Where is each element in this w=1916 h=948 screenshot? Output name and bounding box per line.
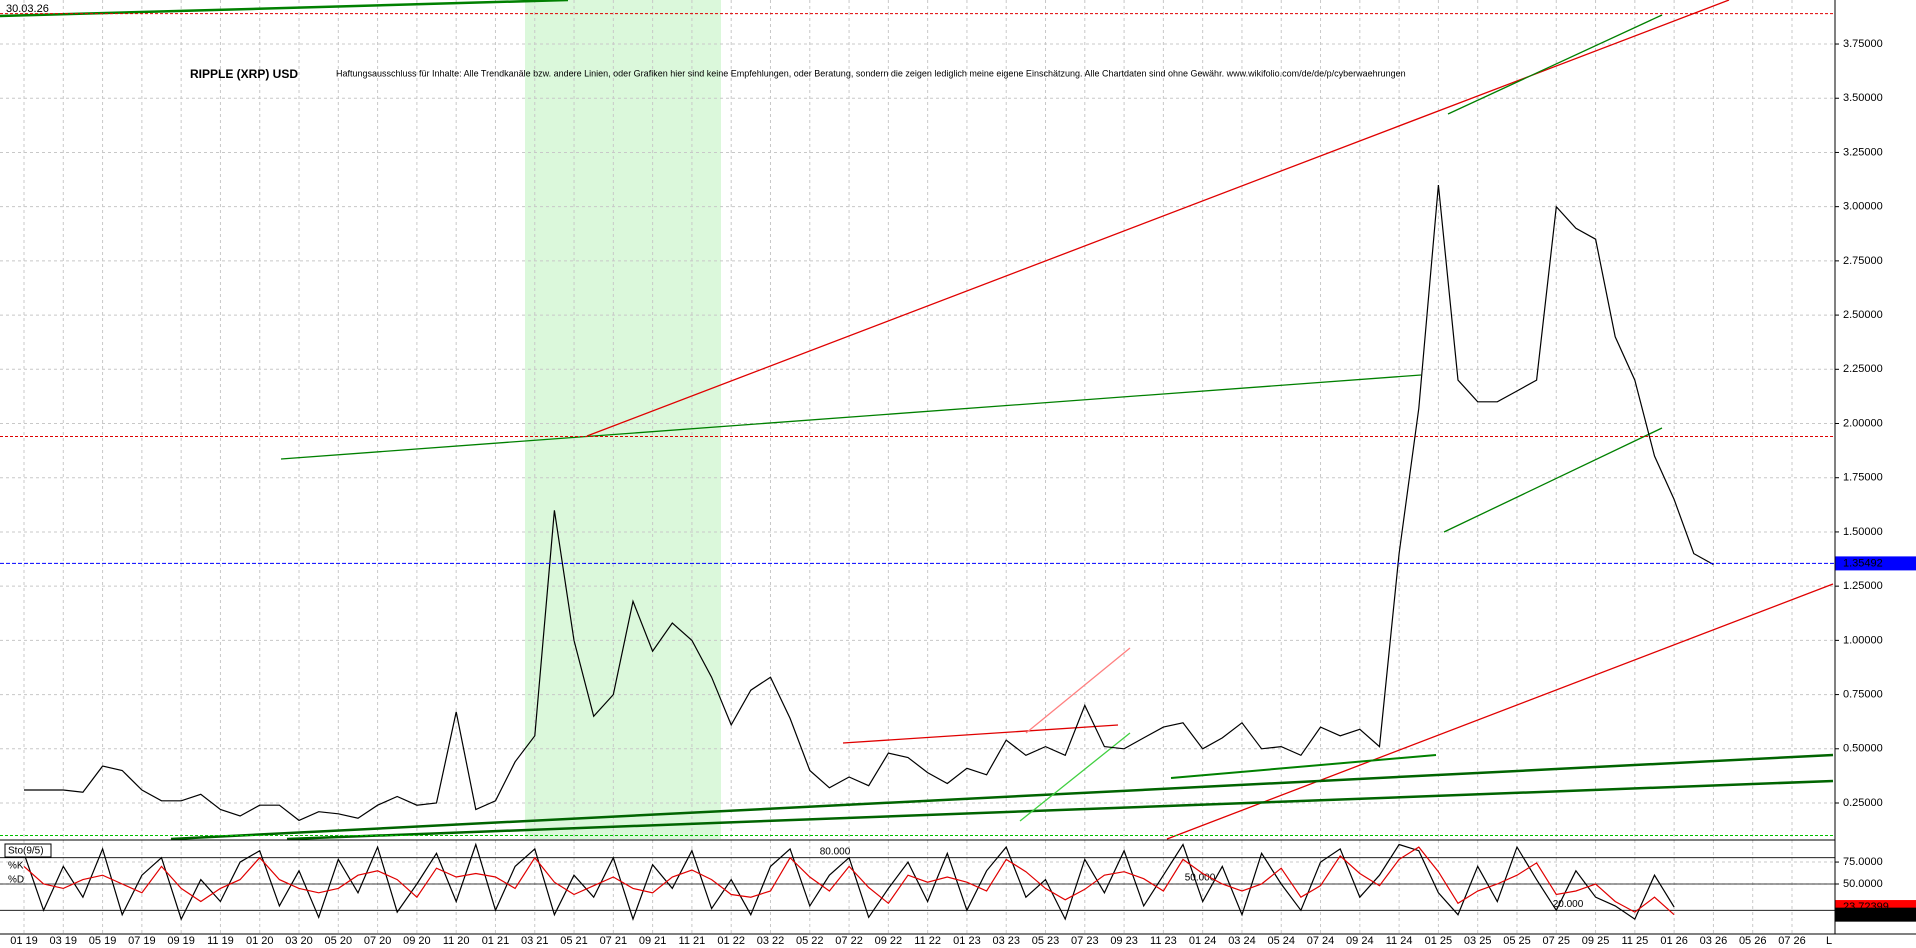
y-tick-label: 3.25000 [1843, 146, 1883, 158]
x-tick-label: 01 20 [246, 935, 274, 947]
x-tick-label: 09 24 [1346, 935, 1374, 947]
x-tick-label: 03 22 [757, 935, 785, 947]
trendline [170, 753, 1834, 841]
y-tick-label: 0.50000 [1843, 743, 1883, 755]
x-tick-label: 09 19 [167, 935, 195, 947]
indicator-box [4, 843, 52, 858]
grid [0, 0, 1835, 934]
y-tick-label: 2.00000 [1843, 417, 1883, 429]
y-tick-label: 1.75000 [1843, 472, 1883, 484]
trendline [1447, 14, 1663, 115]
x-tick-label: 03 19 [50, 935, 78, 947]
x-tick-label: 11 22 [914, 935, 941, 947]
x-tick-label: 05 26 [1739, 935, 1767, 947]
x-tick-label: 09 23 [1110, 935, 1138, 947]
x-tick-label: 01 25 [1425, 935, 1453, 947]
y-tick-label: 1.50000 [1843, 526, 1883, 538]
legend-label: %D [8, 875, 24, 886]
x-tick-label: 11 24 [1386, 935, 1413, 947]
x-tick-label: 03 24 [1228, 935, 1256, 947]
y-tick-label: 1.00000 [1843, 634, 1883, 646]
trendline [586, 0, 1730, 437]
x-tick-label: 03 21 [521, 935, 549, 947]
x-tick-label: 01 23 [953, 935, 981, 947]
x-tick-label: 03 25 [1464, 935, 1492, 947]
x-tick-label: 01 24 [1189, 935, 1217, 947]
x-tick-label: 01 19 [10, 935, 38, 947]
series-line [23, 842, 1675, 921]
x-tick-label: 03 26 [1700, 935, 1728, 947]
trendline [1166, 583, 1834, 840]
y-tick-label: 0.25000 [1843, 797, 1883, 809]
y-tick-label: 2.50000 [1843, 309, 1883, 321]
x-tick-label: 05 24 [1267, 935, 1295, 947]
x-tick-label: 11 21 [679, 935, 706, 947]
x-tick-label: 05 19 [89, 935, 117, 947]
last-price-tag [1835, 556, 1916, 571]
chart-title: RIPPLE (XRP) USD [190, 67, 298, 81]
y-tick-label: 2.75000 [1843, 255, 1883, 267]
x-tick-label: 09 25 [1582, 935, 1610, 947]
x-tick-label: 07 25 [1543, 935, 1571, 947]
trendline [1443, 427, 1663, 533]
y-tick-label: 3.00000 [1843, 201, 1883, 213]
x-tick-label: 05 22 [796, 935, 824, 947]
trendline [1170, 754, 1437, 779]
plot: 01 19 03 19 05 19 07 19 09 19 11 19 01 20 03 20… [0, 13, 1916, 947]
x-tick-label: 11 25 [1621, 935, 1648, 947]
x-tick-label: 05 25 [1503, 935, 1531, 947]
x-tick-label: 11 23 [1150, 935, 1177, 947]
x-tick-label: 09 20 [403, 935, 431, 947]
y-tick-label: 1.25000 [1843, 580, 1883, 592]
y-tick-label: 50.0000 [1843, 878, 1883, 890]
series-line [24, 184, 1714, 822]
trendline [280, 374, 1422, 460]
x-tick-label: 01 21 [482, 935, 510, 947]
x-tick-label: 11 19 [207, 935, 234, 947]
level-label: 20.000 [1553, 899, 1584, 910]
trendline [286, 779, 1834, 841]
trendline [1025, 647, 1131, 734]
level-label: 80.000 [820, 846, 851, 857]
trendlines [0, 0, 1834, 841]
x-tick-label: 07 21 [600, 935, 628, 947]
y-tick-label: 3.75000 [1843, 38, 1883, 50]
highlight-zone [525, 0, 721, 839]
x-tick-label: 07 19 [128, 935, 156, 947]
x-tick-label: 05 20 [325, 935, 353, 947]
disclaimer: Haftungsausschluss für Inhalte: Alle Tre… [336, 68, 1406, 78]
y-tick-label: 3.50000 [1843, 92, 1883, 104]
x-tick-label: 09 21 [639, 935, 667, 947]
x-tick-label: 03 23 [992, 935, 1020, 947]
indicator-title: Sto(9/5) [8, 846, 44, 857]
trendline [842, 724, 1119, 744]
x-tick-label: 11 20 [443, 935, 470, 947]
x-tick-label: 07 23 [1071, 935, 1099, 947]
x-tick-label: 01 22 [717, 935, 745, 947]
y-tick-label: 75.0000 [1843, 856, 1883, 868]
y-tick-label: 0.75000 [1843, 688, 1883, 700]
value-tag-label: 15.04885 [1843, 909, 1889, 921]
trendline [0, 0, 569, 18]
series-line [23, 846, 1675, 916]
x-tick-label: 07 24 [1307, 935, 1335, 947]
y-tick-label: 2.25000 [1843, 363, 1883, 375]
x-tick-label: 07 20 [364, 935, 392, 947]
value-tag [1835, 907, 1916, 922]
x-tick-label: 07 22 [835, 935, 863, 947]
x-tick-label: 01 26 [1660, 935, 1688, 947]
x-tick-label: 05 23 [1032, 935, 1060, 947]
x-end-label: L [1826, 935, 1832, 947]
level-label: 50.000 [1185, 873, 1216, 884]
timestamp: 30.03.26 [6, 3, 49, 15]
x-tick-label: 05 21 [560, 935, 588, 947]
x-tick-label: 03 20 [285, 935, 313, 947]
last-price-label: 1.35492 [1843, 557, 1883, 569]
legend-label: %K [8, 861, 24, 872]
x-tick-label: 07 26 [1778, 935, 1806, 947]
x-tick-label: 09 22 [875, 935, 903, 947]
